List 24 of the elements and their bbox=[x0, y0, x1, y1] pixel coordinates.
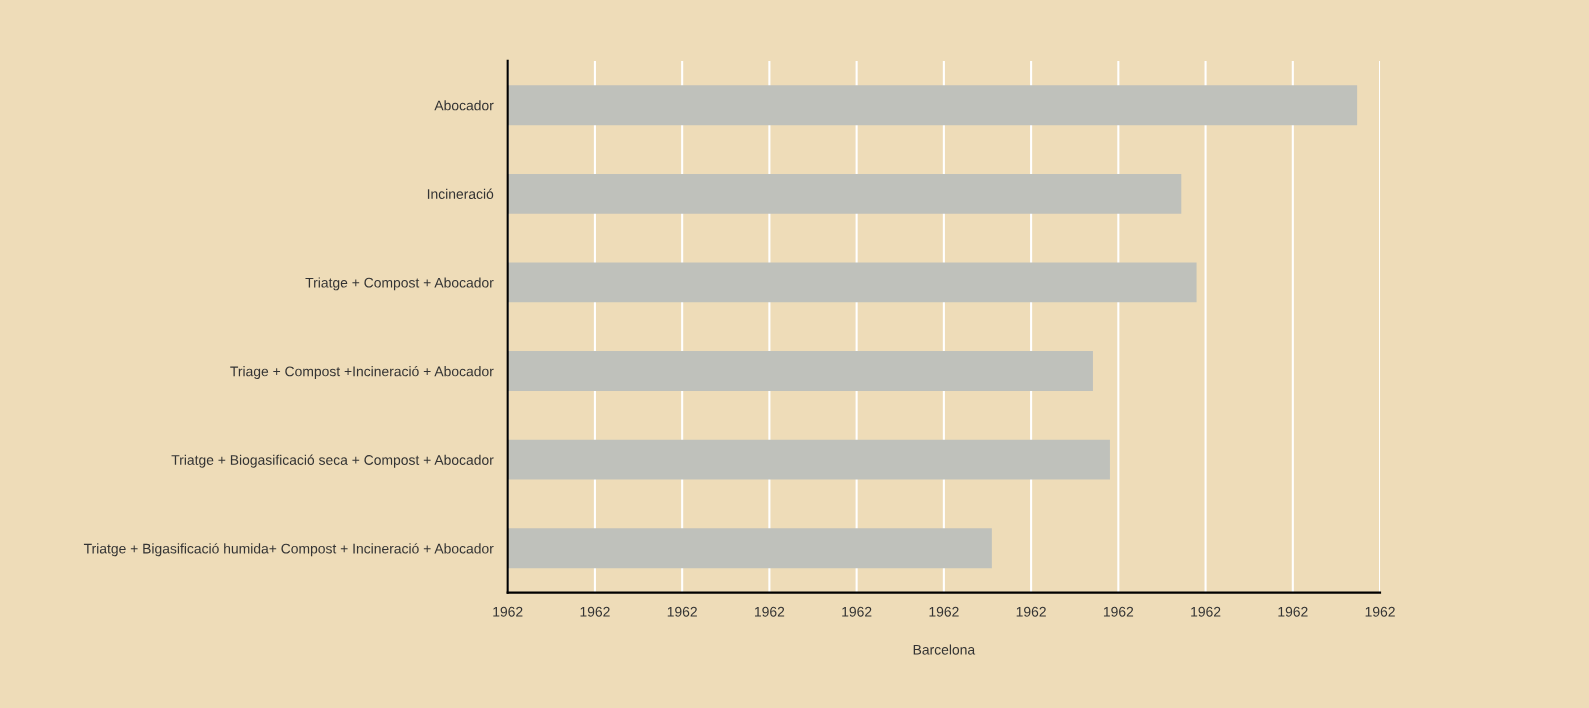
text: 1962 bbox=[1278, 606, 1308, 617]
x-axis-title: Barcelona bbox=[913, 644, 976, 655]
y-tick-label: Incineració bbox=[427, 188, 494, 199]
text: 1962 bbox=[667, 606, 697, 617]
y-tick-label: Triatge + Bigasificació humida+ Compost + Incineració + Abocador bbox=[83, 543, 494, 557]
text: 1962 bbox=[1191, 606, 1221, 617]
text: 1962 bbox=[755, 606, 785, 617]
text: 1962 bbox=[493, 606, 523, 617]
y-tick-label: Abocador bbox=[434, 100, 494, 111]
bar bbox=[507, 351, 1093, 391]
y-tick-label: Triatge + Biogasificació seca + Compost + Abocador bbox=[171, 454, 494, 468]
bar bbox=[507, 262, 1197, 303]
text: 1962 bbox=[842, 606, 872, 617]
y-tick-label: Triage + Compost +Incineració + Abocador bbox=[230, 365, 494, 380]
text: 1962 bbox=[1016, 606, 1046, 617]
text: 1962 bbox=[1365, 606, 1395, 617]
bar bbox=[507, 528, 992, 569]
text: 1962 bbox=[580, 606, 610, 617]
bar bbox=[507, 439, 1110, 480]
y-tick-label: Triatge + Compost + Abocador bbox=[305, 277, 494, 291]
text: 1962 bbox=[929, 606, 959, 617]
text: 1962 bbox=[1103, 606, 1134, 617]
bar bbox=[507, 85, 1358, 126]
bar bbox=[507, 173, 1182, 214]
